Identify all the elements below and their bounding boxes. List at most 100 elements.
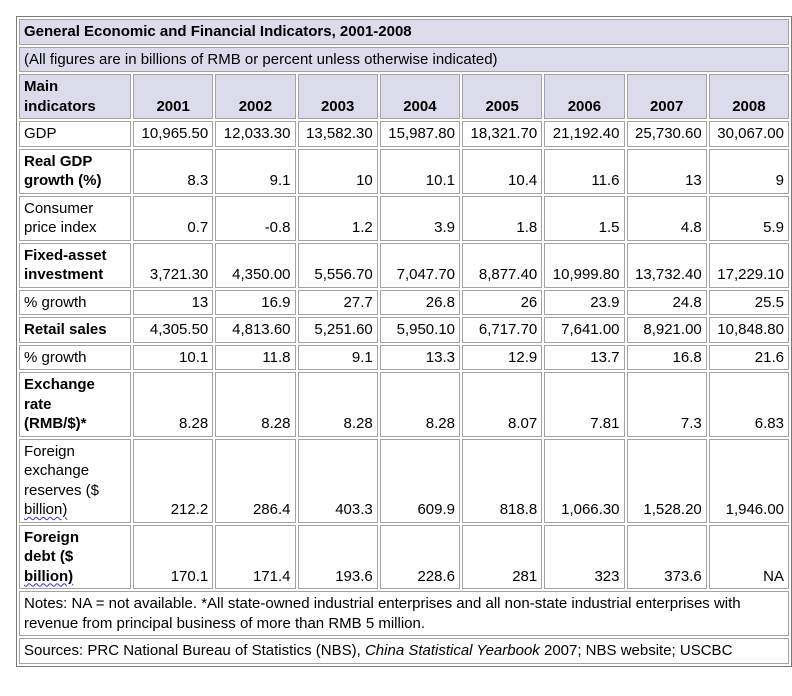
value-cell: 8,921.00 [626,317,707,343]
table-row: Foreign exchange reserves ($ billion) 212.2 2… [19,438,789,523]
value-cell: 10,848.80 [708,317,789,343]
value-cell: 26.8 [379,289,460,315]
subtitle-row: (All figures are in billions of RMB or p… [19,46,789,72]
value-cell: 13,732.40 [626,242,707,288]
spellcheck-underlined-word: billion) [24,501,68,518]
year-header: 2007 [626,74,707,119]
value-cell: 5.9 [708,195,789,241]
value-cell: 27.7 [297,289,378,315]
year-header: 2001 [133,74,214,119]
row-label: Exchange rate (RMB/$)* [19,372,131,437]
table-body: General Economic and Financial Indicator… [19,19,789,664]
table-row: % growth 13 16.9 27.7 26.8 26 23.9 24.8 25.5 [19,289,789,315]
value-cell: 16.9 [215,289,296,315]
notes-text: Notes: NA = not available. *All state-ow… [19,591,789,636]
value-cell: 7,641.00 [544,317,625,343]
table-row: GDP 10,965.50 12,033.30 13,582.30 15,987.80 1… [19,121,789,147]
value-cell: 1,946.00 [708,438,789,523]
value-cell: 6,717.70 [462,317,543,343]
value-cell: 1.2 [297,195,378,241]
sources-text: Sources: PRC National Bureau of Statisti… [19,638,789,664]
value-cell: 13.3 [379,344,460,370]
year-header: 2005 [462,74,543,119]
value-cell: 4.8 [626,195,707,241]
table-row: % growth 10.1 11.8 9.1 13.3 12.9 13.7 16.8 21.6 [19,344,789,370]
year-header: 2003 [297,74,378,119]
row-label: Consumer price index [19,195,131,241]
value-cell: 12,033.30 [215,121,296,147]
value-cell: 9.1 [215,148,296,194]
value-cell: 1.5 [544,195,625,241]
main-indicators-header: Main indicators [19,74,131,119]
row-label: Retail sales [19,317,131,343]
row-label: Foreign debt ($ billion) [19,524,131,589]
value-cell: 170.1 [133,524,214,589]
table-row: Exchange rate (RMB/$)* 8.28 8.28 8.28 8.28 8.07… [19,372,789,437]
value-cell: 373.6 [626,524,707,589]
value-cell: -0.8 [215,195,296,241]
row-label: Fixed-asset investment [19,242,131,288]
economic-indicators-table: General Economic and Financial Indicator… [16,16,792,667]
value-cell: 8.28 [297,372,378,437]
year-header: 2002 [215,74,296,119]
table-row: Retail sales 4,305.50 4,813.60 5,251.60 5,95… [19,317,789,343]
value-cell: 4,350.00 [215,242,296,288]
value-cell: 403.3 [297,438,378,523]
value-cell: 7.81 [544,372,625,437]
value-cell: 0.7 [133,195,214,241]
value-cell: 9.1 [297,344,378,370]
value-cell: 8,877.40 [462,242,543,288]
value-cell: 228.6 [379,524,460,589]
value-cell: 10,999.80 [544,242,625,288]
value-cell: 12.9 [462,344,543,370]
value-cell: 212.2 [133,438,214,523]
value-cell: 5,251.60 [297,317,378,343]
value-cell: 6.83 [708,372,789,437]
value-cell: 11.6 [544,148,625,194]
value-cell: 10.1 [133,344,214,370]
value-cell: 25.5 [708,289,789,315]
table-row: Foreign debt ($ billion) 170.1 171.4 193.6 228… [19,524,789,589]
value-cell: 193.6 [297,524,378,589]
sources-row: Sources: PRC National Bureau of Statisti… [19,638,789,664]
value-cell: 8.3 [133,148,214,194]
value-cell: 3.9 [379,195,460,241]
source-publication-title: China Statistical Yearbook [364,642,540,659]
value-cell: 609.9 [379,438,460,523]
year-header: 2004 [379,74,460,119]
row-label: GDP [19,121,131,147]
value-cell: 1.8 [462,195,543,241]
year-header: 2008 [708,74,789,119]
value-cell: 23.9 [544,289,625,315]
value-cell: 5,556.70 [297,242,378,288]
table-title: General Economic and Financial Indicator… [19,19,789,45]
value-cell: 25,730.60 [626,121,707,147]
column-header-row: Main indicators 2001 2002 2003 2004 2005 2006 2… [19,74,789,119]
value-cell: 3,721.30 [133,242,214,288]
row-label: % growth [19,289,131,315]
value-cell: 10.4 [462,148,543,194]
value-cell: 171.4 [215,524,296,589]
source-text-segment: 2007; NBS website; USCBC [539,642,733,659]
row-label: % growth [19,344,131,370]
value-cell: 13 [626,148,707,194]
value-cell: 9 [708,148,789,194]
value-cell: 281 [462,524,543,589]
value-cell: 13 [133,289,214,315]
value-cell: 7,047.70 [379,242,460,288]
spellcheck-underlined-word: billion) [24,567,74,585]
value-cell: 5,950.10 [379,317,460,343]
value-cell: 18,321.70 [462,121,543,147]
value-cell: 16.8 [626,344,707,370]
value-cell: 8.07 [462,372,543,437]
value-cell: 7.3 [626,372,707,437]
value-cell: 8.28 [133,372,214,437]
table-subtitle: (All figures are in billions of RMB or p… [19,46,789,72]
value-cell: 13.7 [544,344,625,370]
value-cell: 24.8 [626,289,707,315]
title-row: General Economic and Financial Indicator… [19,19,789,45]
value-cell: 8.28 [215,372,296,437]
value-cell: 13,582.30 [297,121,378,147]
table-row: Real GDP growth (%) 8.3 9.1 10 10.1 10.4 11.6 13… [19,148,789,194]
value-cell: 30,067.00 [708,121,789,147]
